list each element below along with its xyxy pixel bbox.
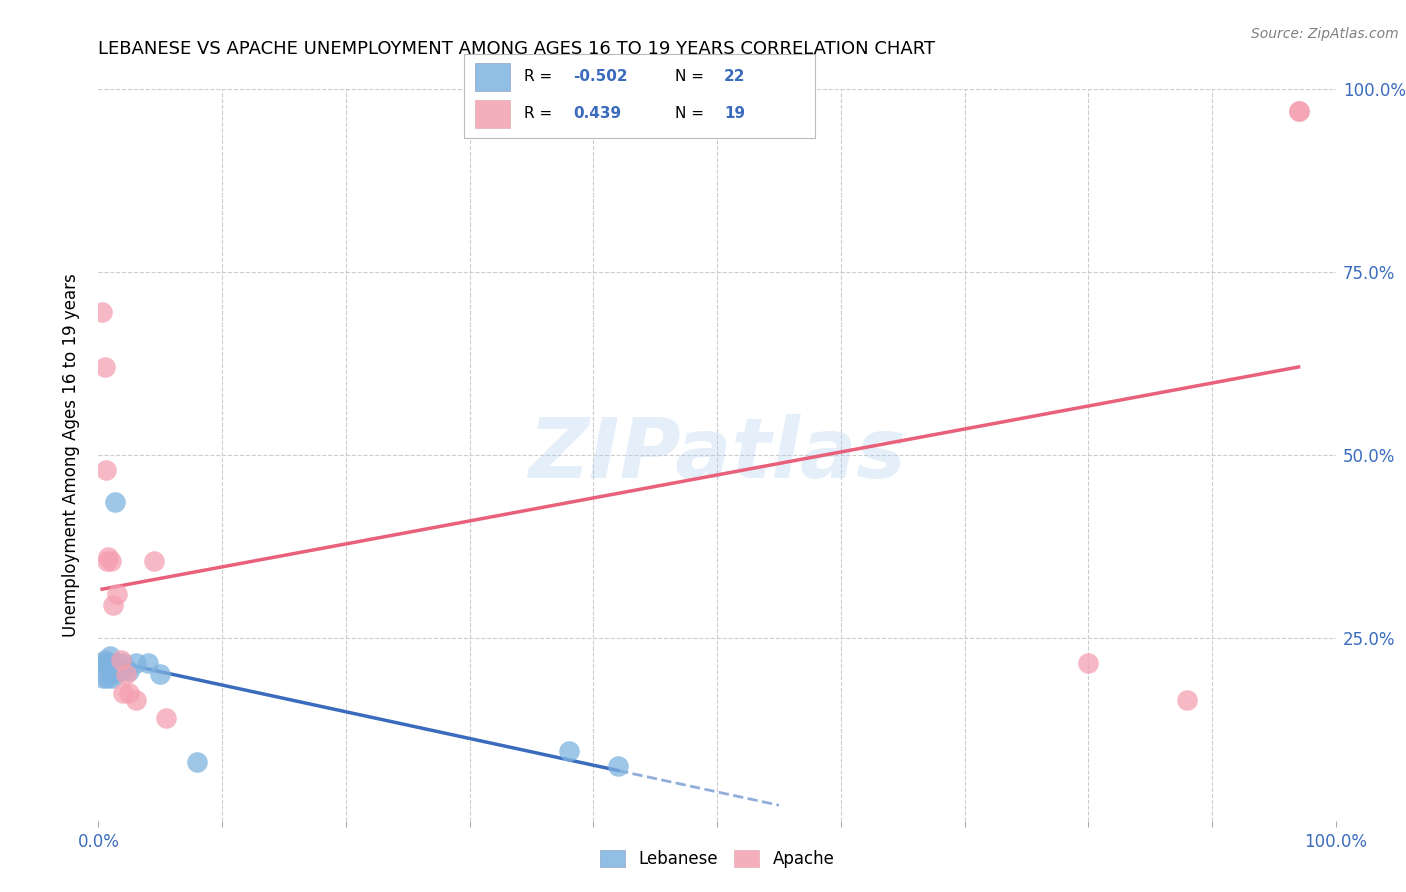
Point bbox=[103, 598, 125, 612]
FancyBboxPatch shape bbox=[475, 100, 510, 128]
Point bbox=[114, 667, 136, 681]
Point bbox=[149, 667, 172, 681]
Point bbox=[96, 554, 118, 568]
Point bbox=[97, 660, 120, 674]
Point bbox=[107, 657, 129, 671]
Point bbox=[103, 495, 125, 509]
Point bbox=[91, 657, 114, 671]
Point bbox=[143, 554, 166, 568]
Text: R =: R = bbox=[524, 106, 557, 121]
Point bbox=[118, 664, 141, 678]
Point bbox=[557, 744, 579, 758]
Point bbox=[93, 671, 115, 685]
Point bbox=[124, 693, 146, 707]
Point bbox=[100, 657, 122, 671]
Point bbox=[100, 554, 122, 568]
Point bbox=[93, 360, 115, 375]
Point bbox=[1288, 104, 1310, 119]
Point bbox=[101, 671, 124, 685]
Point bbox=[110, 664, 132, 678]
Text: -0.502: -0.502 bbox=[574, 70, 627, 85]
Point bbox=[96, 671, 118, 685]
Point bbox=[93, 653, 115, 667]
Point bbox=[155, 711, 177, 725]
Point bbox=[104, 660, 127, 674]
Text: 0.439: 0.439 bbox=[574, 106, 621, 121]
Text: ZIPatlas: ZIPatlas bbox=[529, 415, 905, 495]
Point bbox=[94, 657, 117, 671]
Text: N =: N = bbox=[675, 70, 709, 85]
Text: Source: ZipAtlas.com: Source: ZipAtlas.com bbox=[1251, 27, 1399, 41]
Point bbox=[124, 657, 146, 671]
Point bbox=[1288, 104, 1310, 119]
Point bbox=[112, 686, 135, 700]
Point bbox=[91, 305, 114, 319]
Y-axis label: Unemployment Among Ages 16 to 19 years: Unemployment Among Ages 16 to 19 years bbox=[62, 273, 80, 637]
Point bbox=[97, 550, 120, 565]
Point bbox=[118, 686, 141, 700]
Text: N =: N = bbox=[675, 106, 709, 121]
Point bbox=[136, 657, 159, 671]
Point bbox=[1175, 693, 1198, 707]
Point bbox=[110, 653, 132, 667]
Point bbox=[103, 667, 125, 681]
Point bbox=[105, 587, 128, 601]
Point bbox=[98, 649, 121, 664]
Point bbox=[94, 462, 117, 476]
Point bbox=[1077, 657, 1099, 671]
Text: 22: 22 bbox=[724, 70, 745, 85]
Point bbox=[186, 755, 208, 769]
Point bbox=[607, 758, 630, 772]
Point bbox=[112, 657, 135, 671]
Text: R =: R = bbox=[524, 70, 557, 85]
Text: LEBANESE VS APACHE UNEMPLOYMENT AMONG AGES 16 TO 19 YEARS CORRELATION CHART: LEBANESE VS APACHE UNEMPLOYMENT AMONG AG… bbox=[98, 40, 935, 58]
FancyBboxPatch shape bbox=[475, 62, 510, 91]
Text: 19: 19 bbox=[724, 106, 745, 121]
Legend: Lebanese, Apache: Lebanese, Apache bbox=[593, 843, 841, 874]
